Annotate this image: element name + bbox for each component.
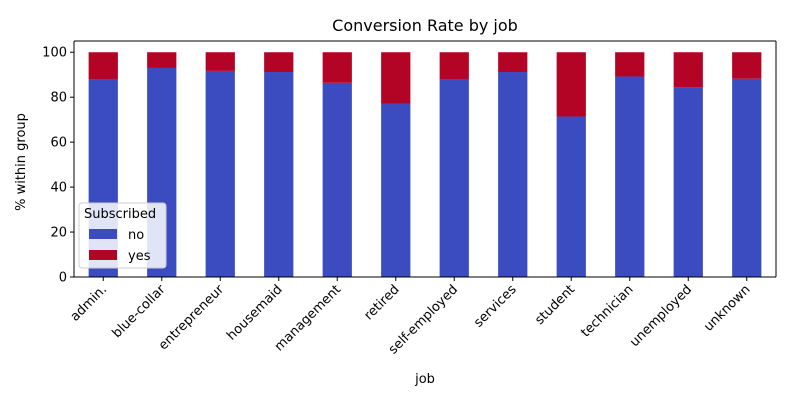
bar-yes-retired [381,52,411,104]
legend-swatch-yes [89,250,117,260]
legend-label-no: no [128,228,144,243]
x-tick-label: housemaid [224,282,285,343]
bar-yes-admin [88,52,118,80]
bar-yes-unemployed [673,52,703,88]
bar-yes-unknown [732,52,762,79]
bar-no-unknown [732,78,762,277]
bar-yes-housemaid [264,52,294,73]
x-tick-label: services [471,282,519,330]
y-tick-label: 80 [50,91,67,106]
x-tick-label: blue-collar [110,282,169,341]
legend: Subscribed no yes [78,202,167,269]
bar-no-entrepreneur [205,70,235,277]
x-axis-label: job [414,372,435,387]
bar-yes-blue-collar [147,52,177,68]
legend-swatch-no [89,229,117,239]
y-tick-label: 40 [50,181,67,196]
x-tick-label: retired [362,282,403,323]
bar-no-unemployed [673,87,703,277]
y-axis-label: % within group [14,113,29,211]
x-tick-label: technician [578,282,636,340]
y-tick-label: 100 [42,46,67,61]
bar-yes-management [322,52,352,83]
chart-title: Conversion Rate by job [332,16,518,35]
bar-no-management [322,82,352,277]
legend-label-yes: yes [128,249,151,264]
x-tick-label: unemployed [627,282,695,350]
bar-no-student [556,116,586,278]
bar-yes-technician [615,52,645,77]
legend-title: Subscribed [84,207,156,222]
bar-yes-services [498,52,528,73]
bar-yes-entrepreneur [205,52,235,71]
bar-no-self-employed [439,78,469,277]
y-tick-label: 60 [50,136,67,151]
y-tick-label: 20 [50,226,67,241]
bar-no-services [498,72,528,278]
bar-no-technician [615,76,645,277]
bar-no-retired [381,103,411,277]
x-tick-label: unknown [701,282,753,334]
bars-group [88,52,762,278]
bar-yes-student [556,52,586,117]
bar-yes-self-employed [439,52,469,79]
x-tick-label: admin. [68,282,110,324]
bar-no-housemaid [264,72,294,278]
x-tick-label: student [532,282,578,328]
y-tick-label: 0 [59,271,67,286]
